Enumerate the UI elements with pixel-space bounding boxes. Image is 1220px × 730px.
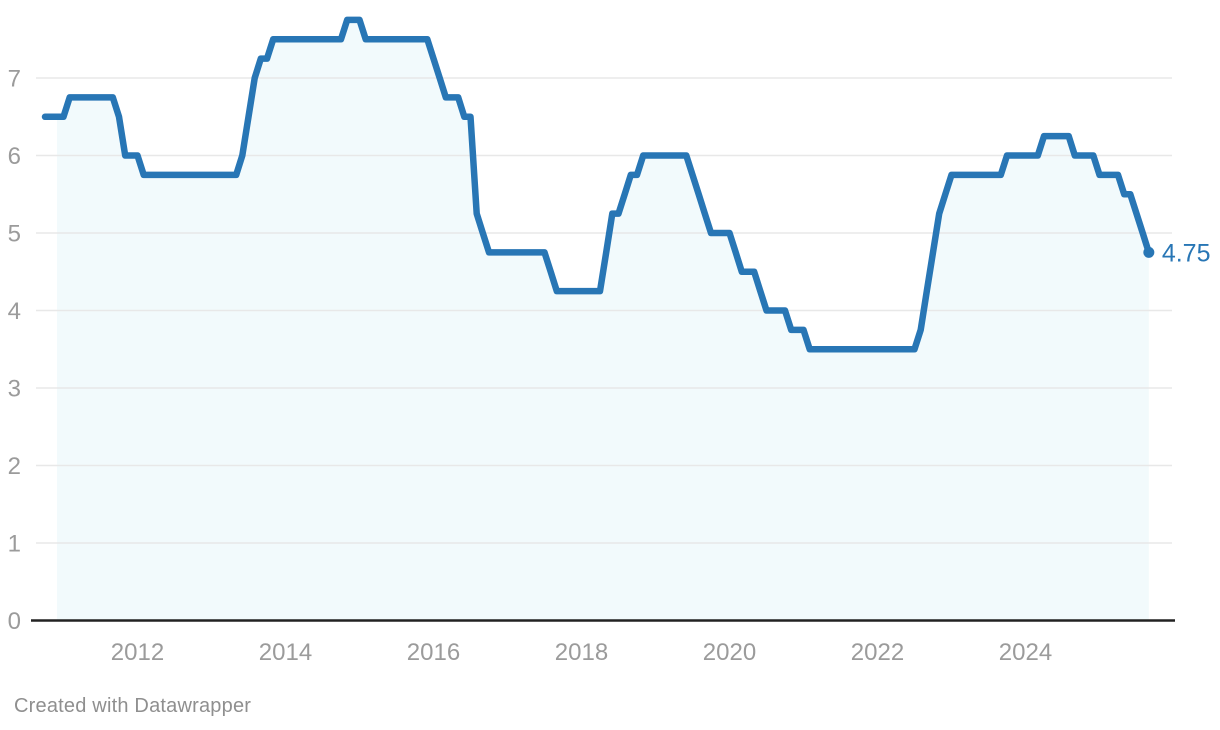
area-fill (57, 19, 1149, 621)
end-point-dot (1143, 246, 1155, 258)
chart-canvas: 0 1 2 3 4 5 6 7 2012 2014 2016 2018 2020 2022 2024 4.7… (8, 16, 1211, 666)
y-axis-tick-label: 5 (8, 221, 21, 248)
y-axis-tick-label: 6 (8, 143, 21, 170)
x-axis-tick-label: 2022 (851, 639, 904, 666)
y-axis-tick-label: 3 (8, 376, 21, 403)
datawrapper-credit: Created with Datawrapper (14, 695, 252, 717)
gridlines-layer (36, 77, 1172, 544)
data-line-layer (41, 16, 1155, 353)
y-axis-tick-label: 1 (8, 531, 21, 558)
y-axis-tick-label: 7 (8, 66, 21, 93)
x-axis-tick-label: 2012 (111, 639, 164, 666)
x-axis-tick-label: 2024 (999, 639, 1052, 666)
area-fill-layer (57, 19, 1149, 621)
end-value-label: 4.75 (1162, 239, 1211, 267)
x-axis-tick-label: 2016 (407, 639, 460, 666)
axes-layer: 0 1 2 3 4 5 6 7 2012 2014 2016 2018 2020 2022 2024 (8, 66, 1175, 666)
rate-line (41, 16, 1153, 353)
x-axis-tick-label: 2014 (259, 639, 312, 666)
x-axis-tick-label: 2018 (555, 639, 608, 666)
y-axis-tick-label: 2 (8, 453, 21, 480)
x-axis-tick-label: 2020 (703, 639, 756, 666)
y-axis-tick-label: 0 (8, 608, 21, 635)
y-axis-tick-label: 4 (8, 298, 21, 325)
